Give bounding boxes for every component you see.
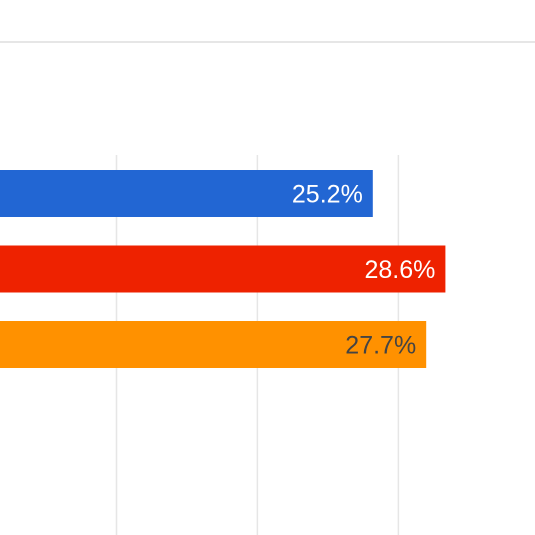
bar-value-label: 28.6%	[365, 256, 436, 284]
bars	[0, 170, 446, 368]
bar	[0, 321, 427, 368]
data-labels: 25.2% 28.6% 27.7%	[292, 181, 435, 360]
bar	[0, 245, 446, 293]
bar-value-label: 27.7%	[345, 332, 416, 360]
bar-value-label: 25.2%	[292, 181, 363, 209]
bar	[0, 170, 373, 217]
